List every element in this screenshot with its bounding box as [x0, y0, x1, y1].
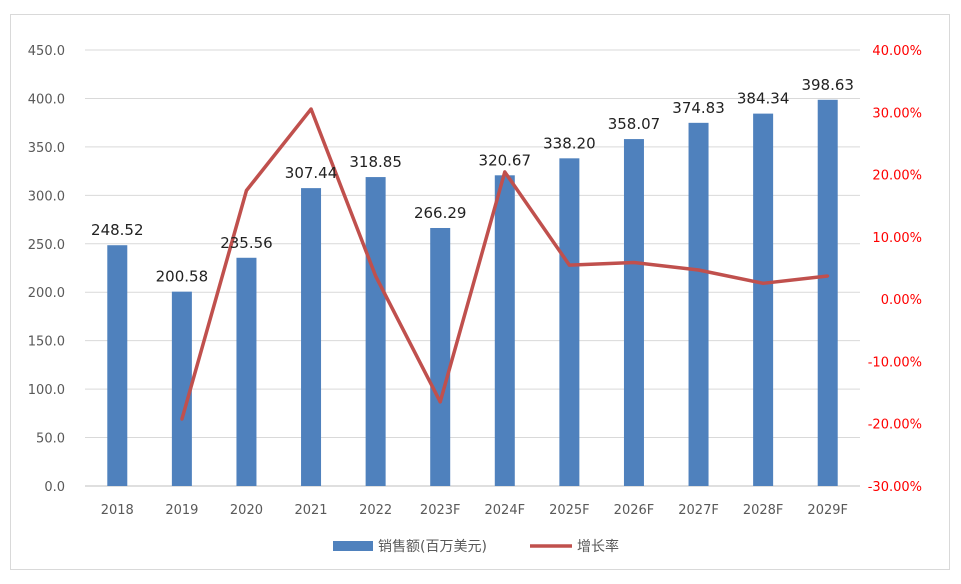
y-left-tick-label: 250.0: [28, 238, 65, 253]
data-label-2021: 307.44: [285, 164, 338, 182]
growth-point-2029F: [826, 274, 830, 278]
x-tick-label: 2019: [165, 503, 198, 518]
legend-swatch-sales: [333, 541, 373, 551]
bar-2027F: [688, 122, 709, 487]
data-label-2024F: 320.67: [479, 151, 532, 169]
x-tick-label: 2018: [101, 503, 134, 518]
growth-point-2022: [374, 274, 378, 278]
bar-2024F: [494, 175, 515, 486]
data-label-2029F: 398.63: [801, 76, 854, 94]
y-right-tick-label: 30.00%: [872, 106, 922, 121]
bar-2019: [171, 291, 192, 486]
y-left-tick-label: 200.0: [28, 286, 65, 301]
growth-point-2025F: [567, 263, 571, 267]
data-label-2027F: 374.83: [672, 99, 725, 117]
x-tick-label: 2024F: [485, 503, 526, 518]
x-tick-label: 2022: [359, 503, 392, 518]
x-tick-label: 2025F: [549, 503, 590, 518]
growth-point-2023F: [438, 400, 442, 404]
bar-2022: [365, 177, 386, 487]
growth-point-2020: [244, 189, 248, 193]
growth-point-2021: [309, 107, 313, 111]
x-tick-label: 2029F: [807, 503, 848, 518]
y-right-tick-label: 40.00%: [872, 44, 922, 59]
data-label-2026F: 358.07: [608, 115, 661, 133]
y-right-tick-label: 10.00%: [872, 231, 922, 246]
bar-2023F: [430, 227, 451, 487]
y-right-tick-label: 20.00%: [872, 169, 922, 184]
x-tick-label: 2021: [294, 503, 327, 518]
y-right-tick-label: -30.00%: [868, 480, 922, 495]
growth-point-2027F: [697, 268, 701, 272]
x-tick-label: 2026F: [614, 503, 655, 518]
bar-2025F: [559, 158, 580, 486]
y-left-tick-label: 100.0: [28, 383, 65, 398]
growth-point-2026F: [632, 261, 636, 265]
y-left-tick-label: 150.0: [28, 335, 65, 350]
y-right-tick-label: -10.00%: [868, 355, 922, 370]
bar-2021: [301, 188, 322, 486]
x-tick-label: 2028F: [743, 503, 784, 518]
x-tick-label: 2023F: [420, 503, 461, 518]
y-left-tick-label: 350.0: [28, 141, 65, 156]
bar-2020: [236, 257, 257, 486]
bar-2029F: [817, 99, 838, 486]
y-left-tick-label: 400.0: [28, 92, 65, 107]
growth-point-2024F: [503, 170, 507, 174]
data-label-2020: 235.56: [220, 234, 273, 252]
data-label-2022: 318.85: [349, 153, 402, 171]
y-right-tick-label: 0.00%: [881, 293, 922, 308]
data-label-2019: 200.58: [156, 268, 209, 286]
chart-frame: [10, 14, 950, 570]
data-label-2028F: 384.34: [737, 90, 790, 108]
growth-point-2019: [180, 417, 184, 421]
bar-2026F: [623, 139, 644, 487]
x-tick-label: 2027F: [678, 503, 719, 518]
data-label-2025F: 338.20: [543, 134, 596, 152]
y-left-tick-label: 0.0: [44, 480, 65, 495]
bar-2018: [107, 245, 128, 486]
y-left-tick-label: 300.0: [28, 189, 65, 204]
legend-label-sales: 销售额(百万美元): [378, 539, 487, 555]
legend-label-growth: 增长率: [577, 538, 619, 555]
x-tick-label: 2020: [230, 503, 263, 518]
y-left-tick-label: 450.0: [28, 44, 65, 59]
y-right-tick-label: -20.00%: [868, 418, 922, 433]
data-label-2023F: 266.29: [414, 204, 467, 222]
bar-2028F: [753, 113, 774, 486]
y-left-tick-label: 50.0: [36, 432, 65, 447]
growth-point-2028F: [761, 281, 765, 285]
data-label-2018: 248.52: [91, 221, 144, 239]
